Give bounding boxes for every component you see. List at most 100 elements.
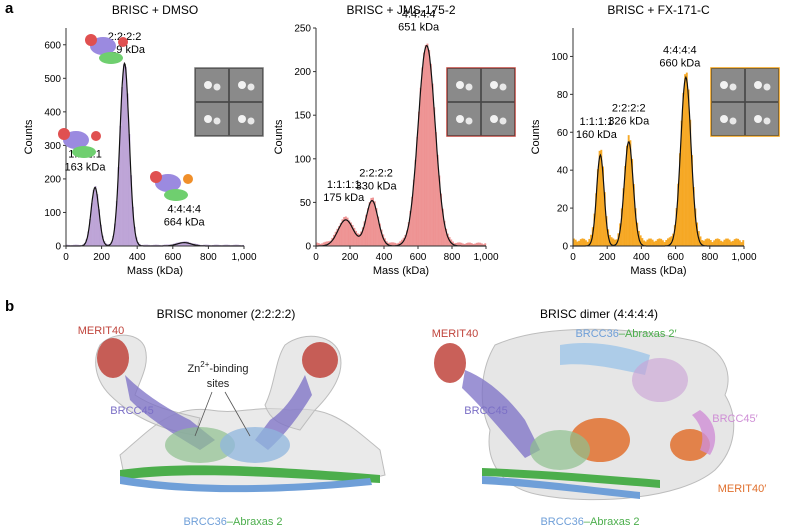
histogram-bar	[578, 240, 581, 246]
histogram-bar	[213, 244, 216, 246]
zn-pointer-line	[194, 391, 213, 437]
histogram-bar	[602, 166, 604, 246]
histogram-bar	[343, 217, 346, 246]
histogram-bar	[233, 244, 236, 246]
histogram-bar	[344, 216, 347, 246]
histogram-bar	[380, 229, 383, 246]
histogram-bar	[622, 188, 625, 246]
histogram-bar	[629, 140, 632, 246]
structure-monomer: BRISC monomer (2:2:2:2) MERIT40 BRCC45 Z…	[78, 307, 386, 528]
histogram-bar	[373, 201, 376, 246]
histogram-bar	[721, 241, 724, 246]
peak-mass-label: 160 kDa	[576, 129, 618, 141]
histogram-bar	[390, 242, 393, 246]
histogram-bar	[651, 239, 654, 246]
brcc45-label: BRCC45	[110, 405, 153, 417]
peak-mass-label: 660 kDa	[659, 57, 701, 69]
histogram-bar	[126, 93, 129, 247]
histogram-bar	[365, 214, 368, 246]
histogram-bar	[620, 208, 623, 246]
histogram-bar	[355, 230, 357, 246]
brcc45p-domain	[692, 410, 716, 455]
histogram-bar	[368, 202, 371, 246]
histogram-bar	[469, 242, 471, 246]
histogram-bar	[361, 227, 364, 246]
histogram-bar	[646, 239, 649, 246]
histogram-bar	[684, 74, 687, 246]
histogram-bar	[595, 193, 598, 246]
cartoon-part	[183, 174, 193, 184]
chart-title: BRISC + JMS-175-2	[346, 3, 455, 17]
histogram-bar	[581, 238, 584, 246]
particle-blob	[204, 81, 212, 89]
brcc45p-domain	[632, 358, 688, 402]
molecule-cartoon-icon	[150, 171, 193, 201]
y-tick-label: 100	[44, 208, 61, 219]
histogram-bar	[573, 238, 575, 246]
histogram-bar	[114, 223, 117, 246]
histogram-bar	[324, 241, 327, 246]
histogram-bar	[146, 244, 149, 246]
x-tick-label: 400	[633, 252, 650, 263]
histogram-bar	[612, 238, 615, 246]
x-axis-label: Mass (kDa)	[630, 265, 686, 277]
histogram-bar	[737, 238, 740, 246]
molecule-cartoon-icon	[58, 128, 101, 158]
histogram-bar	[382, 234, 385, 246]
histogram-bar	[716, 238, 719, 246]
peak-stoichiometry-label: 2:2:2:2	[612, 103, 646, 115]
histogram-bar	[183, 241, 186, 246]
histogram-bar	[730, 241, 733, 246]
histogram-bar	[624, 166, 627, 246]
x-tick-label: 800	[200, 252, 217, 263]
histogram-bar	[699, 236, 702, 246]
histogram-bar	[679, 153, 681, 246]
histogram-bar	[217, 244, 220, 246]
histogram-bar	[76, 244, 79, 246]
particle-blob	[238, 81, 246, 89]
cartoon-part	[58, 128, 70, 140]
cartoon-part	[99, 52, 123, 64]
histogram-bar	[680, 120, 683, 246]
histogram-bar	[583, 238, 586, 246]
histogram-bar	[331, 237, 334, 246]
y-tick-label: 150	[294, 111, 311, 122]
particle-blob	[213, 83, 221, 91]
merit40-label: MERIT40	[78, 325, 124, 337]
histogram-bar	[235, 244, 238, 246]
histogram-bar	[119, 125, 122, 246]
histogram-bar	[718, 239, 721, 246]
y-axis-label: Counts	[530, 119, 542, 154]
histogram-bar	[472, 243, 475, 246]
histogram-bar	[124, 66, 127, 246]
histogram-bar	[598, 150, 601, 246]
histogram-bar	[185, 241, 188, 246]
histogram-bar	[377, 216, 380, 246]
histogram-bar	[423, 52, 425, 246]
histogram-bar	[350, 222, 352, 246]
brcc45-prime-label: BRCC45′	[712, 413, 757, 425]
merit40-domain	[434, 343, 466, 383]
histogram-bar	[706, 238, 709, 246]
histogram-bar	[128, 134, 131, 246]
histogram-bar	[92, 189, 95, 246]
histogram-bar	[738, 240, 741, 246]
histogram-bar	[156, 244, 159, 246]
chart-title: BRISC + DMSO	[112, 3, 198, 17]
histogram-bar	[723, 239, 726, 246]
cartoon-part	[72, 146, 96, 158]
histogram-bar	[667, 238, 669, 246]
y-tick-label: 200	[294, 67, 311, 78]
histogram-bar	[701, 240, 704, 246]
histogram-bar	[412, 179, 415, 246]
histogram-bar	[726, 238, 729, 246]
histogram-bar	[653, 241, 656, 246]
particle-blob	[465, 117, 473, 125]
histogram-bar	[372, 197, 374, 246]
histogram-bar	[740, 242, 743, 246]
x-tick-label: 1,000	[473, 252, 498, 263]
histogram-bar	[479, 242, 482, 246]
structure-dimer: BRISC dimer (4:4:4:4) MERIT40 BRCC45 BRC…	[432, 307, 767, 528]
x-tick-label: 0	[63, 252, 69, 263]
